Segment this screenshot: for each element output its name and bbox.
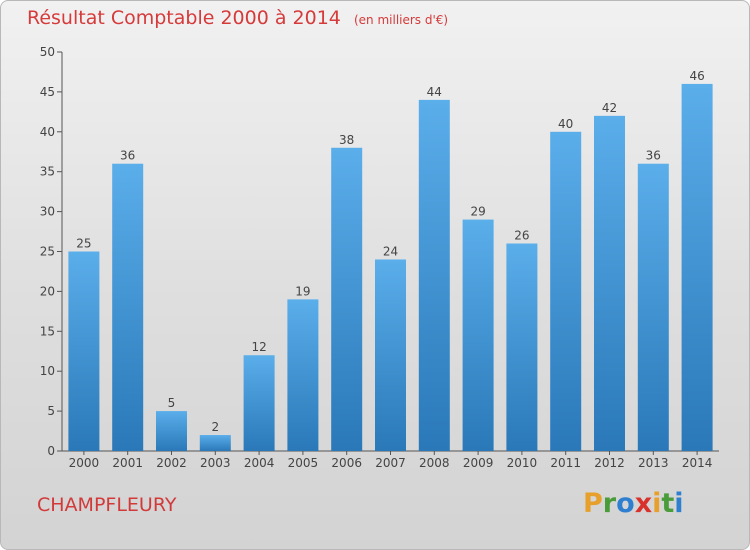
bar <box>594 115 625 451</box>
proxiti-logo: Proxiti <box>583 488 684 519</box>
y-tick-label: 5 <box>47 404 55 418</box>
bar <box>156 411 187 451</box>
bar-value-label: 36 <box>646 149 661 163</box>
logo-letter: i <box>652 488 662 519</box>
x-tick-label: 2012 <box>594 456 625 470</box>
bar <box>112 163 144 451</box>
x-tick-label: 2003 <box>200 456 231 470</box>
x-tick-label: 2000 <box>69 456 100 470</box>
x-tick-label: 2004 <box>244 456 275 470</box>
bar <box>462 219 494 451</box>
logo-letter: r <box>602 488 617 519</box>
x-tick-label: 2008 <box>419 456 450 470</box>
x-tick-label: 2014 <box>682 456 713 470</box>
chart-subtitle: (en milliers d'€) <box>353 13 449 27</box>
logo-letter: t <box>661 488 675 519</box>
bar-value-label: 25 <box>76 237 91 251</box>
bar-value-label: 5 <box>168 396 176 410</box>
x-tick-label: 2001 <box>112 456 143 470</box>
logo-letter: P <box>583 488 603 519</box>
bar-value-label: 42 <box>602 101 617 115</box>
bar-value-label: 36 <box>120 149 135 163</box>
logo-letter: x <box>634 488 653 519</box>
y-tick-label: 45 <box>40 85 55 99</box>
y-tick-label: 30 <box>40 205 55 219</box>
y-tick-label: 20 <box>40 284 55 298</box>
bar-value-label: 44 <box>427 85 442 99</box>
y-tick-label: 35 <box>40 165 55 179</box>
bar-value-label: 46 <box>689 69 704 83</box>
bar <box>506 243 538 451</box>
bar <box>68 251 100 451</box>
bar <box>418 99 450 451</box>
x-tick-label: 2005 <box>288 456 319 470</box>
bar-value-label: 40 <box>558 117 573 131</box>
y-tick-label: 25 <box>40 245 55 259</box>
commune-name: CHAMPFLEURY <box>37 494 177 516</box>
chart-title: Résultat Comptable 2000 à 2014 <box>27 7 341 29</box>
x-tick-label: 2006 <box>331 456 362 470</box>
bar-value-label: 29 <box>470 205 485 219</box>
x-tick-label: 2007 <box>375 456 406 470</box>
bar <box>375 259 406 451</box>
bar-value-label: 19 <box>295 284 310 298</box>
bar <box>331 147 363 451</box>
y-tick-label: 10 <box>40 364 55 378</box>
bar-value-label: 2 <box>211 420 219 434</box>
chart-title-block: Résultat Comptable 2000 à 2014 (en milli… <box>27 7 448 29</box>
bar-value-label: 24 <box>383 244 398 258</box>
bar-value-label: 26 <box>514 229 529 243</box>
y-tick-label: 50 <box>40 45 55 59</box>
bar-value-label: 38 <box>339 133 354 147</box>
x-tick-label: 2009 <box>463 456 494 470</box>
bar <box>637 163 669 451</box>
bar <box>199 435 231 451</box>
y-tick-label: 15 <box>40 324 55 338</box>
y-tick-label: 0 <box>47 444 55 458</box>
logo-letter: o <box>616 488 635 519</box>
logo-letter: i <box>674 488 684 519</box>
x-tick-label: 2010 <box>507 456 538 470</box>
x-tick-label: 2013 <box>638 456 669 470</box>
bar <box>287 299 319 451</box>
bar <box>243 355 275 451</box>
x-tick-label: 2011 <box>550 456 581 470</box>
y-tick-label: 40 <box>40 125 55 139</box>
bar <box>550 131 582 452</box>
bar-value-label: 12 <box>251 340 266 354</box>
bar <box>681 83 713 452</box>
x-tick-label: 2002 <box>156 456 187 470</box>
